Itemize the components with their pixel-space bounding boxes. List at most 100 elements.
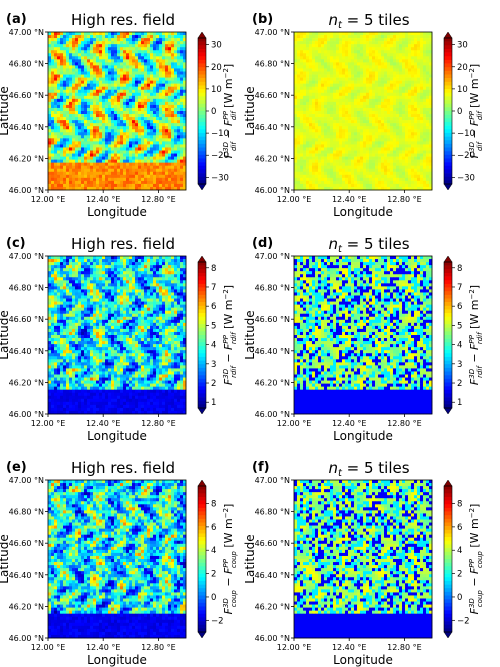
y-tick-label: 46.80 °N bbox=[255, 284, 290, 293]
panel-title: nt = 5 tiles bbox=[328, 11, 409, 31]
colorbar-tick-label: 3 bbox=[211, 360, 216, 370]
colorbar-label: F3Dcoup − FPPcoup [W m−2] bbox=[222, 504, 238, 615]
colorbar-tick-label: 8 bbox=[457, 500, 462, 510]
y-tick-label: 46.20 °N bbox=[255, 378, 290, 387]
x-axis-label: Longitude bbox=[333, 205, 393, 219]
x-tick-label: 12.80 °E bbox=[141, 195, 176, 204]
colorbar: 8 7 6 5 4 3 2 1 F3Drdif − FPPrdif [W m−2] bbox=[443, 255, 484, 415]
y-tick-label: 46.60 °N bbox=[9, 539, 44, 548]
panel-label: (a) bbox=[6, 12, 27, 27]
x-tick-label: 12.80 °E bbox=[141, 419, 176, 428]
y-tick-label: 46.40 °N bbox=[9, 347, 44, 356]
panel-b: (b) nt = 5 tiles 47.00 °N 46.80 °N 46.60 °N 4… bbox=[243, 11, 484, 219]
panel-label: (f) bbox=[252, 460, 270, 475]
colorbar-tick-label: 8 bbox=[211, 500, 216, 510]
y-tick-label: 46.40 °N bbox=[255, 347, 290, 356]
y-tick-label: 46.80 °N bbox=[9, 508, 44, 517]
colorbar-tick-label: 7 bbox=[211, 283, 216, 293]
panel-c: (c) High res. field 47.00 °N 46.80 °N 46.60 … bbox=[0, 235, 238, 443]
colorbar-tick-label: −20 bbox=[211, 151, 229, 161]
x-tick-label: 12.00 °E bbox=[277, 195, 312, 204]
y-tick-label: 46.00 °N bbox=[255, 186, 290, 195]
y-axis-label: Latitude bbox=[243, 534, 257, 583]
y-tick-label: 46.00 °N bbox=[9, 634, 44, 643]
colorbar-tick-label: 4 bbox=[211, 341, 216, 351]
y-axis-label: Latitude bbox=[0, 534, 11, 583]
x-tick-label: 12.00 °E bbox=[31, 419, 66, 428]
axes-frame bbox=[293, 255, 433, 415]
panel-label: (d) bbox=[252, 236, 273, 251]
y-tick-label: 46.00 °N bbox=[255, 410, 290, 419]
colorbar-tick-label: 0 bbox=[211, 593, 216, 603]
colorbar-tick-label: 6 bbox=[457, 523, 462, 533]
x-tick-label: 12.80 °E bbox=[387, 419, 422, 428]
panel-title: High res. field bbox=[71, 459, 175, 477]
x-tick-label: 12.00 °E bbox=[31, 195, 66, 204]
heatmap-field bbox=[294, 32, 433, 191]
y-tick-label: 47.00 °N bbox=[9, 476, 44, 485]
colorbar-tick-label: 1 bbox=[457, 398, 462, 408]
y-tick-label: 46.20 °N bbox=[9, 378, 44, 387]
y-axis-label: Latitude bbox=[0, 86, 11, 135]
colorbar-tick-label: 5 bbox=[457, 321, 462, 331]
y-tick-label: 46.20 °N bbox=[9, 154, 44, 163]
y-tick-label: 46.60 °N bbox=[255, 91, 290, 100]
colorbar-tick-label: 4 bbox=[457, 546, 462, 556]
x-tick-label: 12.80 °E bbox=[387, 195, 422, 204]
colorbar-tick-label: −20 bbox=[457, 151, 475, 161]
panel-title: High res. field bbox=[71, 235, 175, 253]
colorbar-label: F3Ddif − FPPdif [W m−2] bbox=[222, 64, 238, 158]
colorbar-tick-label: 2 bbox=[457, 379, 462, 389]
colorbar-tick-label: 30 bbox=[457, 41, 468, 51]
axes-frame bbox=[293, 31, 433, 191]
y-tick-label: 46.20 °N bbox=[255, 154, 290, 163]
colorbar-tick-label: 6 bbox=[211, 302, 216, 312]
colorbar-tick-label: −30 bbox=[457, 173, 475, 183]
heatmap-field bbox=[48, 480, 187, 639]
y-axis-label: Latitude bbox=[0, 310, 11, 359]
panel-label: (c) bbox=[6, 236, 26, 251]
colorbar-tick-label: 4 bbox=[211, 546, 216, 556]
y-tick-label: 46.00 °N bbox=[255, 634, 290, 643]
x-axis-label: Longitude bbox=[87, 429, 147, 443]
x-tick-label: 12.40 °E bbox=[332, 643, 367, 652]
y-tick-label: 46.80 °N bbox=[255, 508, 290, 517]
axes-frame bbox=[47, 31, 187, 191]
y-tick-label: 46.40 °N bbox=[9, 123, 44, 132]
y-tick-label: 46.80 °N bbox=[255, 60, 290, 69]
x-tick-label: 12.80 °E bbox=[387, 643, 422, 652]
x-tick-label: 12.40 °E bbox=[332, 419, 367, 428]
colorbar-tick-label: 5 bbox=[211, 321, 216, 331]
y-tick-label: 47.00 °N bbox=[255, 252, 290, 261]
panel-title: nt = 5 tiles bbox=[328, 235, 409, 255]
y-tick-label: 47.00 °N bbox=[9, 252, 44, 261]
colorbar-tick-label: 0 bbox=[457, 593, 462, 603]
x-tick-label: 12.40 °E bbox=[86, 195, 121, 204]
x-tick-label: 12.80 °E bbox=[141, 643, 176, 652]
colorbar-tick-label: 7 bbox=[457, 283, 462, 293]
colorbar-tick-label: 3 bbox=[457, 360, 462, 370]
y-tick-label: 46.40 °N bbox=[255, 123, 290, 132]
axes-frame bbox=[47, 255, 187, 415]
x-axis-label: Longitude bbox=[87, 205, 147, 219]
colorbar-tick-label: −2 bbox=[211, 616, 224, 626]
colorbar-tick-label: 4 bbox=[457, 341, 462, 351]
colorbar-tick-label: 0 bbox=[457, 107, 462, 117]
colorbar-tick-label: 6 bbox=[211, 523, 216, 533]
panel-label: (e) bbox=[6, 460, 27, 475]
y-tick-label: 46.00 °N bbox=[9, 410, 44, 419]
axes-frame bbox=[47, 479, 187, 639]
y-tick-label: 46.40 °N bbox=[255, 571, 290, 580]
colorbar-tick-label: −10 bbox=[211, 129, 229, 139]
y-tick-label: 47.00 °N bbox=[255, 476, 290, 485]
colorbar-tick-label: 20 bbox=[211, 63, 222, 73]
panel-d: (d) nt = 5 tiles 47.00 °N 46.80 °N 46.60 °N 4… bbox=[243, 235, 484, 443]
panel-e: (e) High res. field 47.00 °N 46.80 °N 46.60 … bbox=[0, 459, 238, 667]
x-tick-label: 12.00 °E bbox=[277, 643, 312, 652]
heatmap-field bbox=[48, 256, 187, 415]
x-tick-label: 12.40 °E bbox=[332, 195, 367, 204]
colorbar: 30 20 10 0 −10 −20 −30 F3Ddif − FPPdif [W m−2] bbox=[443, 31, 484, 191]
colorbar-tick-label: 2 bbox=[457, 570, 462, 580]
